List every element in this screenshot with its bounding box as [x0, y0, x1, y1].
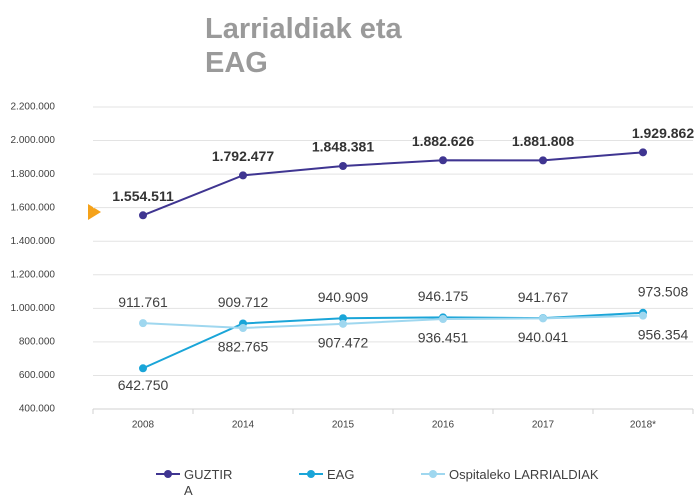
point	[439, 314, 447, 323]
y-tick-label: 2.200.000	[11, 102, 56, 113]
y-tick-label: 800.000	[19, 337, 56, 348]
point	[239, 171, 247, 180]
y-tick-label: 1.000.000	[11, 303, 56, 314]
data-label: 973.508	[638, 283, 689, 299]
y-tick-label: 600.000	[19, 370, 56, 381]
x-tick-label: 2017	[532, 420, 555, 431]
point	[539, 156, 547, 165]
point	[339, 314, 347, 323]
point	[139, 319, 147, 328]
y-tick-label: 1.400.000	[11, 236, 56, 247]
data-label: 1.929.862	[632, 125, 694, 141]
data-label: 946.175	[418, 288, 469, 304]
legend-swatch	[299, 470, 323, 478]
data-label: 1.848.381	[312, 139, 374, 155]
data-label: 1.881.808	[512, 133, 574, 149]
data-label: 936.451	[418, 330, 469, 346]
data-label: 911.761	[118, 294, 168, 310]
data-label: 909.712	[218, 294, 269, 310]
data-label: 1.554.511	[112, 188, 174, 204]
line	[142, 151, 644, 217]
legend-item: GUZTIRA	[155, 467, 234, 499]
x-tick-label: 2008	[132, 420, 155, 431]
point	[639, 148, 647, 157]
legend-label: EAG	[327, 467, 355, 482]
data-label: 1.882.626	[412, 133, 474, 149]
point	[439, 156, 447, 165]
point	[639, 311, 647, 320]
y-tick-label: 2.000.000	[11, 135, 56, 146]
data-label: 956.354	[638, 326, 689, 342]
data-label: 1.792.477	[212, 148, 274, 164]
data-label: 882.765	[218, 339, 269, 355]
legend-dot	[164, 470, 172, 478]
x-tick-label: 2016	[432, 420, 455, 431]
data-label: 941.767	[518, 289, 569, 305]
chart-title: Larrialdiak eta EAG	[205, 13, 402, 79]
data-label: 642.750	[118, 377, 169, 393]
point	[139, 211, 147, 220]
legend-dot	[429, 470, 437, 478]
point	[539, 314, 547, 323]
data-label: 907.472	[318, 335, 369, 351]
legend-swatch	[156, 470, 180, 478]
x-tick-label: 2015	[332, 420, 355, 431]
legend-label: Ospitaleko LARRIALDIAK	[449, 467, 599, 482]
point	[339, 161, 347, 170]
point	[339, 319, 347, 328]
legend-swatch	[421, 470, 445, 478]
x-tick-label: 2018*	[630, 420, 656, 431]
line	[142, 314, 644, 330]
data-label: 940.041	[518, 329, 569, 345]
y-tick-label: 1.200.000	[11, 269, 56, 280]
y-tick-label: 400.000	[19, 404, 56, 415]
point	[239, 324, 247, 333]
legend-item: EAG	[298, 467, 387, 483]
x-tick-label: 2014	[232, 420, 255, 431]
point	[139, 364, 147, 373]
marker-triangle	[88, 204, 101, 220]
y-tick-label: 1.600.000	[11, 202, 56, 213]
legend-item: Ospitaleko LARRIALDIAK	[420, 467, 697, 483]
y-tick-label: 1.800.000	[11, 169, 56, 180]
data-label: 940.909	[318, 289, 369, 305]
legend-label: GUZTIRA	[184, 467, 233, 498]
legend-dot	[307, 470, 315, 478]
